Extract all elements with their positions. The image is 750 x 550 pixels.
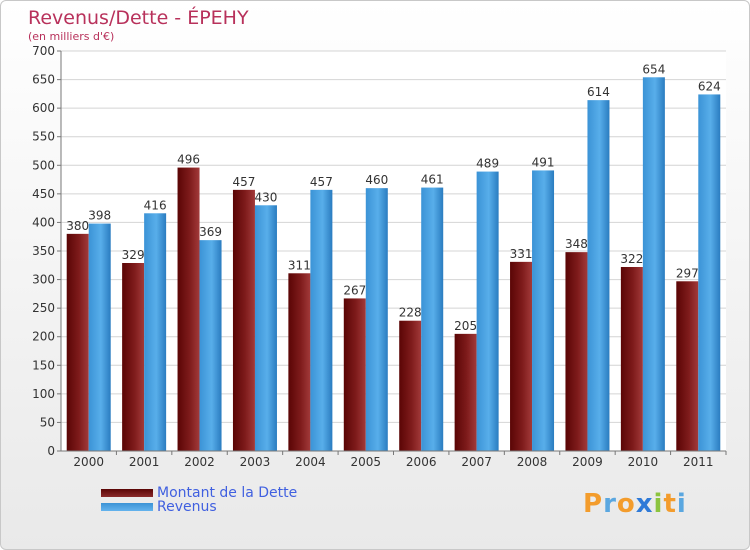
y-tick-label: 550 — [32, 130, 55, 144]
bar-dette — [343, 298, 366, 451]
bar-dette — [620, 267, 643, 451]
proxiti-logo: Proxiti — [583, 489, 687, 519]
data-label-dette: 496 — [177, 153, 200, 167]
y-tick-label: 100 — [32, 387, 55, 401]
y-tick-label: 300 — [32, 273, 55, 287]
x-tick-label: 2008 — [517, 455, 548, 469]
bar-dette — [510, 261, 533, 451]
y-tick-label: 650 — [32, 73, 55, 87]
data-label-dette: 297 — [676, 266, 699, 280]
bar-dette — [565, 252, 588, 451]
bar-dette — [454, 333, 477, 451]
x-axis: 2000 2001 2002 2003 2004 2005 2006 2007 2008 2009… — [61, 450, 727, 469]
y-tick-label: 250 — [32, 301, 55, 315]
bar-revenus — [587, 100, 610, 452]
y-tick-label: 200 — [32, 330, 55, 344]
logo-letter: i — [676, 489, 687, 519]
x-tick-label: 2011 — [683, 455, 714, 469]
data-label-revenus: 457 — [310, 175, 333, 189]
bar-revenus — [698, 94, 721, 451]
bar-revenus — [199, 240, 222, 451]
data-label-dette: 311 — [288, 258, 311, 272]
chart-title: Revenus/Dette - ÉPEHY — [28, 7, 249, 29]
x-tick-label: 2004 — [295, 455, 326, 469]
data-label-dette: 205 — [454, 319, 477, 333]
data-labels: 3803983294164963694574303114572674602284… — [66, 62, 720, 333]
logo-letter: t — [663, 489, 677, 519]
x-tick-label: 2007 — [461, 455, 492, 469]
y-tick-label: 450 — [32, 187, 55, 201]
data-label-dette: 380 — [66, 219, 89, 233]
legend-swatch-dette — [101, 489, 153, 497]
y-tick-label: 700 — [32, 44, 55, 58]
y-tick-label: 400 — [32, 215, 55, 229]
logo-letter: i — [653, 489, 664, 519]
bar-revenus — [476, 171, 499, 452]
data-label-revenus: 398 — [88, 209, 111, 223]
legend-item-dette: Montant de la Dette — [101, 486, 297, 500]
legend-label-dette: Montant de la Dette — [157, 485, 298, 501]
data-label-revenus: 489 — [476, 157, 499, 171]
bar-revenus — [144, 213, 167, 451]
bar-dette — [66, 233, 89, 451]
y-tick-label: 0 — [47, 444, 55, 458]
data-label-dette: 329 — [122, 248, 145, 262]
bar-dette — [288, 273, 311, 451]
bar-dette — [399, 320, 422, 451]
x-tick-label: 2000 — [73, 455, 104, 469]
data-label-revenus: 614 — [587, 85, 610, 99]
bar-revenus — [365, 188, 388, 451]
data-label-revenus: 369 — [199, 225, 222, 239]
data-label-revenus: 461 — [421, 173, 444, 187]
y-tick-label: 600 — [32, 101, 55, 115]
bar-dette — [177, 167, 200, 452]
x-tick-label: 2009 — [572, 455, 603, 469]
data-label-dette: 267 — [343, 283, 366, 297]
x-tick-label: 2002 — [184, 455, 215, 469]
x-tick-label: 2001 — [129, 455, 160, 469]
x-tick-label: 2006 — [406, 455, 437, 469]
x-tick-label: 2003 — [240, 455, 271, 469]
data-label-revenus: 416 — [144, 198, 167, 212]
y-tick-label: 50 — [40, 415, 55, 429]
data-label-dette: 457 — [233, 175, 256, 189]
data-label-dette: 228 — [399, 306, 422, 320]
logo-letter: r — [603, 489, 617, 519]
bar-revenus — [310, 189, 333, 451]
data-label-dette: 348 — [565, 237, 588, 251]
x-tick-label: 2010 — [628, 455, 659, 469]
data-label-dette: 322 — [620, 252, 643, 266]
y-tick-label: 150 — [32, 358, 55, 372]
y-tick-label: 500 — [32, 158, 55, 172]
gridlines — [61, 50, 726, 452]
y-axis: 0 50 100 150 200 250 300 350 400 450 500 550 600 650 7… — [32, 44, 62, 458]
data-label-revenus: 491 — [532, 155, 555, 169]
legend-label-revenus: Revenus — [157, 499, 217, 515]
bar-dette — [122, 263, 145, 451]
logo-letter: x — [635, 489, 654, 519]
x-tick-label: 2005 — [351, 455, 382, 469]
legend: Montant de la Dette Revenus — [101, 486, 297, 514]
data-label-revenus: 430 — [255, 190, 278, 204]
bar-dette — [232, 189, 255, 451]
bar-revenus — [532, 170, 555, 451]
y-tick-label: 350 — [32, 244, 55, 258]
legend-item-revenus: Revenus — [101, 500, 297, 514]
logo-letter: o — [616, 489, 636, 519]
chart-subtitle: (en milliers d'€) — [28, 30, 115, 43]
bars — [66, 77, 721, 452]
data-label-dette: 331 — [510, 247, 533, 261]
data-label-revenus: 654 — [642, 62, 665, 76]
data-label-revenus: 460 — [365, 173, 388, 187]
bar-revenus — [421, 187, 444, 452]
logo-letter: P — [583, 489, 604, 519]
data-label-revenus: 624 — [698, 79, 721, 93]
bar-revenus — [642, 77, 665, 452]
bar-revenus — [254, 205, 277, 451]
legend-swatch-revenus — [101, 503, 153, 511]
bar-revenus — [88, 223, 111, 451]
bar-dette — [676, 281, 699, 451]
